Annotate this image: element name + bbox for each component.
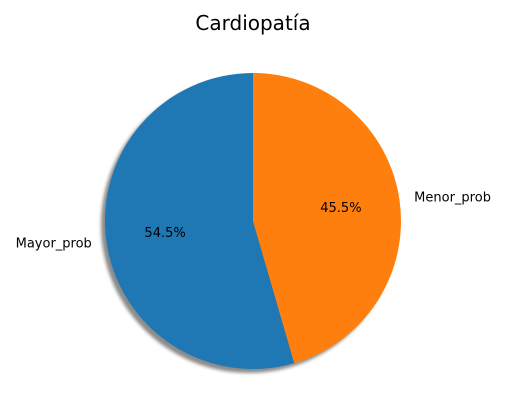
- chart-title: Cardiopatía: [195, 11, 310, 35]
- pie-slices: [105, 73, 402, 369]
- pie-slice-mayor-prob: [105, 73, 295, 369]
- pie-labels: Mayor_prob 54.5% Menor_prob 45.5%: [16, 191, 491, 252]
- pie-slice-menor-prob: [253, 73, 402, 364]
- slice-percent-label: 54.5%: [144, 226, 185, 241]
- slice-percent-label: 45.5%: [320, 201, 361, 216]
- slice-label: Mayor_prob: [16, 236, 92, 251]
- slice-label: Menor_prob: [414, 191, 491, 206]
